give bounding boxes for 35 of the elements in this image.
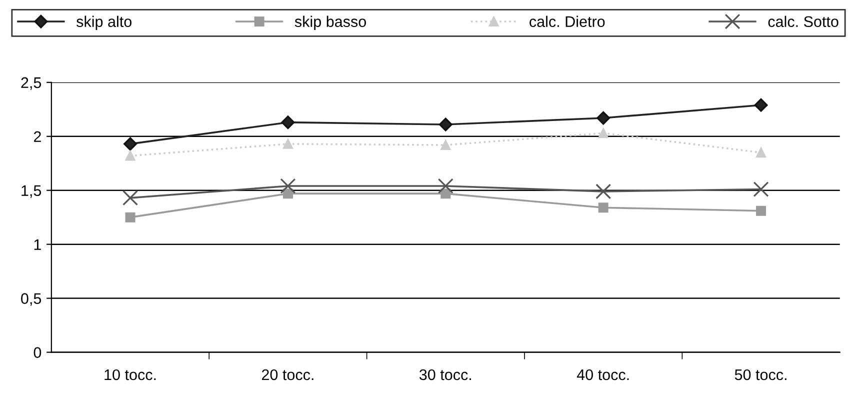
point (754, 98, 768, 112)
point (280, 178, 296, 194)
point (282, 188, 293, 199)
legend-label: calc. Dietro (530, 16, 605, 28)
point (281, 116, 295, 130)
point (753, 181, 769, 198)
point (124, 137, 137, 151)
point (598, 202, 608, 213)
y-tick-label: 0,5 (21, 293, 42, 306)
point (438, 118, 452, 132)
legend-label: skip basso (294, 16, 366, 30)
x-tick-label: 40 tocc. (576, 369, 629, 380)
point (125, 212, 136, 222)
point (282, 138, 293, 149)
point (125, 150, 136, 161)
point (596, 184, 612, 200)
x-tick-label: 50 tocc. (734, 369, 786, 380)
x-tick-label: 10 tocc. (104, 369, 156, 380)
point (756, 206, 766, 216)
legend-label: calc. Sotto (768, 16, 838, 28)
point (596, 111, 610, 125)
point (440, 188, 451, 199)
y-tick-label: 0 (34, 347, 42, 358)
x-tick-label: 20 tocc. (262, 369, 314, 380)
y-tick-label: 2 (34, 131, 41, 142)
y-tick-label: 2,5 (21, 77, 42, 90)
point (756, 148, 766, 158)
legend-label: skip alto (76, 16, 132, 30)
y-tick-label: 1,5 (22, 185, 42, 198)
point (122, 190, 138, 206)
point (598, 128, 608, 138)
y-tick-label: 1 (34, 239, 41, 250)
point (440, 140, 451, 150)
point (438, 178, 454, 194)
x-tick-label: 30 tocc. (419, 369, 471, 380)
